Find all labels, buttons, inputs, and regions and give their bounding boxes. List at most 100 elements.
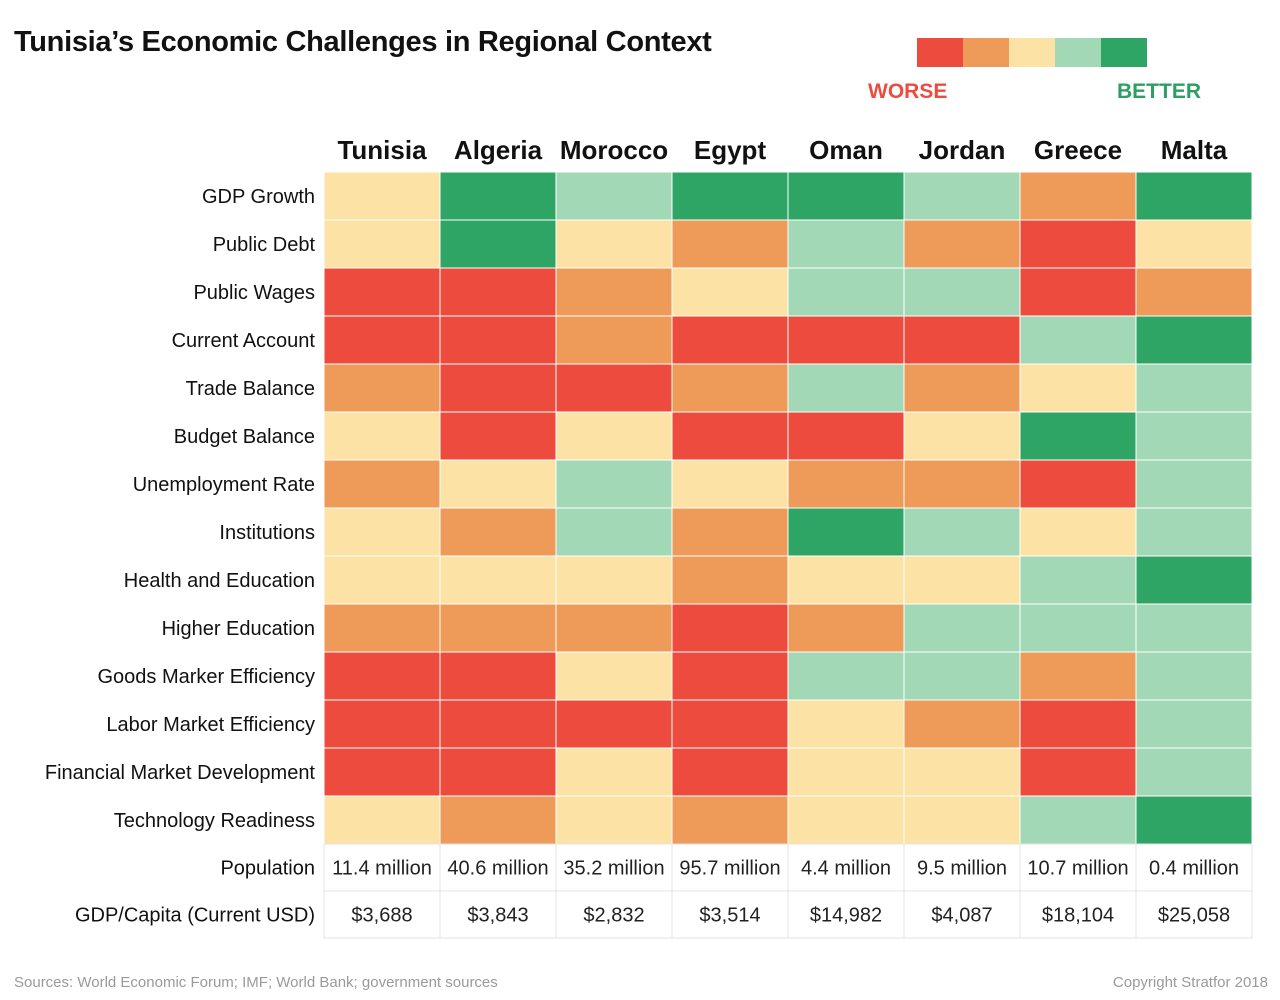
heatmap-cell bbox=[787, 411, 905, 461]
heatmap-cell bbox=[671, 171, 789, 221]
heatmap-cell bbox=[671, 555, 789, 605]
heatmap-cell bbox=[555, 411, 673, 461]
heatmap-cell bbox=[671, 411, 789, 461]
heatmap-cell bbox=[1135, 171, 1253, 221]
heatmap-cell bbox=[555, 699, 673, 749]
value-cell bbox=[1135, 843, 1253, 892]
copyright-note: Copyright Stratfor 2018 bbox=[1112, 974, 1268, 991]
heatmap-cell bbox=[439, 603, 557, 653]
row-label: Current Account bbox=[172, 330, 316, 352]
legend-better-label: BETTER bbox=[1117, 80, 1201, 103]
legend-worse-label: WORSE bbox=[868, 80, 948, 103]
value-label: $3,688 bbox=[351, 905, 412, 927]
heatmap-cell bbox=[903, 699, 1021, 749]
column-label: Oman bbox=[809, 135, 883, 165]
column-label: Tunisia bbox=[337, 135, 427, 165]
heatmap-cell bbox=[439, 363, 557, 413]
legend-swatch-1 bbox=[917, 38, 963, 67]
value-label: $3,514 bbox=[699, 905, 760, 927]
row-label: Public Wages bbox=[193, 282, 315, 304]
heatmap-cell bbox=[787, 363, 905, 413]
heatmap-cell bbox=[903, 795, 1021, 845]
row-label: Financial Market Development bbox=[45, 762, 316, 784]
heatmap-cell bbox=[323, 459, 441, 509]
heatmap-cell bbox=[787, 459, 905, 509]
legend-swatch-3 bbox=[1009, 38, 1055, 67]
value-cell bbox=[1019, 890, 1137, 939]
value-cell bbox=[439, 890, 557, 939]
row-label: Institutions bbox=[219, 522, 315, 544]
heatmap-cell bbox=[903, 651, 1021, 701]
column-label: Morocco bbox=[560, 135, 668, 165]
heatmap-cell bbox=[555, 651, 673, 701]
heatmap-cell bbox=[1135, 459, 1253, 509]
heatmap-cell bbox=[439, 795, 557, 845]
heatmap-cell bbox=[1135, 603, 1253, 653]
heatmap-cell bbox=[903, 507, 1021, 557]
heatmap-cell bbox=[439, 171, 557, 221]
heatmap-cell bbox=[671, 603, 789, 653]
row-label: Health and Education bbox=[124, 570, 315, 592]
value-cell bbox=[787, 843, 905, 892]
legend-swatch-5 bbox=[1101, 38, 1147, 67]
value-label: 11.4 million bbox=[332, 858, 432, 880]
heatmap-cell bbox=[671, 747, 789, 797]
heatmap-cell bbox=[787, 747, 905, 797]
heatmap-cell bbox=[787, 795, 905, 845]
chart-title: Tunisia’s Economic Challenges in Regiona… bbox=[14, 26, 712, 58]
heatmap-cell bbox=[1135, 795, 1253, 845]
heatmap-cell bbox=[1135, 651, 1253, 701]
heatmap-cell bbox=[1019, 459, 1137, 509]
heatmap-cell bbox=[1019, 411, 1137, 461]
heatmap-cell bbox=[555, 363, 673, 413]
heatmap-cell bbox=[1135, 699, 1253, 749]
value-cell bbox=[903, 843, 1021, 892]
heatmap-cell bbox=[323, 651, 441, 701]
heatmap-cell bbox=[1135, 315, 1253, 365]
heatmap-cell bbox=[903, 315, 1021, 365]
heatmap-cell bbox=[671, 651, 789, 701]
row-label: Goods Marker Efficiency bbox=[98, 666, 316, 688]
row-label: Unemployment Rate bbox=[133, 474, 315, 496]
heatmap-cell bbox=[671, 267, 789, 317]
value-label: $25,058 bbox=[1158, 905, 1230, 927]
heatmap-cell bbox=[439, 699, 557, 749]
heatmap-cell bbox=[555, 795, 673, 845]
heatmap-cell bbox=[323, 411, 441, 461]
value-cell bbox=[323, 843, 441, 892]
heatmap-cell bbox=[439, 651, 557, 701]
heatmap-cell bbox=[1135, 411, 1253, 461]
heatmap-cell bbox=[671, 507, 789, 557]
heatmap-cell bbox=[671, 315, 789, 365]
heatmap-cell bbox=[787, 603, 905, 653]
heatmap-cell bbox=[555, 747, 673, 797]
heatmap-cell bbox=[323, 699, 441, 749]
heatmap-cell bbox=[555, 171, 673, 221]
value-label: 95.7 million bbox=[679, 858, 780, 880]
heatmap-cell bbox=[1019, 651, 1137, 701]
heatmap-cell bbox=[671, 699, 789, 749]
heatmap-cell bbox=[1019, 747, 1137, 797]
row-label: Trade Balance bbox=[186, 378, 315, 400]
heatmap-cell bbox=[555, 219, 673, 269]
heatmap-cell bbox=[1019, 219, 1137, 269]
value-cell bbox=[1019, 843, 1137, 892]
heatmap-cell bbox=[323, 363, 441, 413]
heatmap-cell bbox=[903, 747, 1021, 797]
heatmap-cell bbox=[555, 555, 673, 605]
heatmap-cell bbox=[671, 459, 789, 509]
value-label: 10.7 million bbox=[1027, 858, 1128, 880]
row-label: GDP Growth bbox=[202, 186, 315, 208]
value-cell bbox=[323, 890, 441, 939]
column-label: Greece bbox=[1034, 135, 1122, 165]
heatmap-cell bbox=[323, 315, 441, 365]
heatmap-cell bbox=[903, 459, 1021, 509]
value-label: 35.2 million bbox=[563, 858, 664, 880]
value-label: 4.4 million bbox=[801, 858, 891, 880]
heatmap-cell bbox=[439, 747, 557, 797]
heatmap-cell bbox=[671, 363, 789, 413]
heatmap-cell bbox=[1019, 603, 1137, 653]
row-label: Population bbox=[220, 858, 315, 880]
column-label: Egypt bbox=[694, 135, 767, 165]
